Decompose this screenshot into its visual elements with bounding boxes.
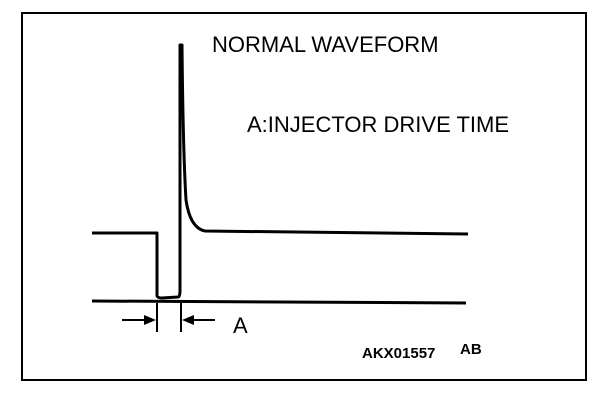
- figure-suffix: AB: [460, 341, 482, 358]
- ground-line: [91, 299, 467, 305]
- figure-code: AKX01557: [362, 345, 435, 362]
- dimension-label: A: [233, 313, 248, 338]
- arrowhead: [182, 315, 194, 325]
- legend: A:INJECTOR DRIVE TIME: [247, 112, 509, 137]
- waveform: [92, 43, 469, 300]
- title: NORMAL WAVEFORM: [212, 32, 439, 57]
- arrowhead: [144, 315, 156, 325]
- frame: [21, 12, 587, 381]
